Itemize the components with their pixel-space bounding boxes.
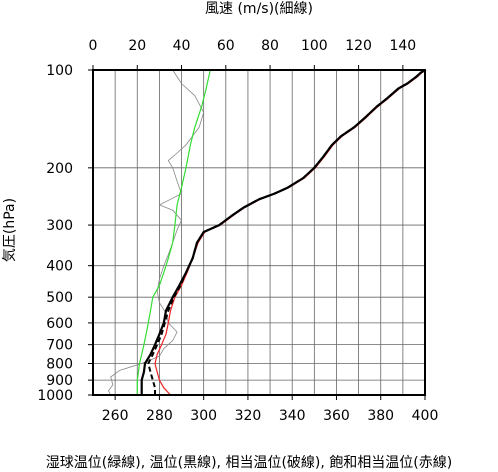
x-tick-label: 260 xyxy=(102,408,129,424)
x2-tick-label: 0 xyxy=(89,38,98,54)
x-tick-label: 360 xyxy=(323,408,350,424)
x2-tick-label: 140 xyxy=(389,38,416,54)
x-tick-label: 400 xyxy=(412,408,439,424)
x2-tick-label: 100 xyxy=(301,38,328,54)
x-axis-ticks: 260 280 300 320 340 360 380 400 xyxy=(102,395,439,424)
series-theta-e-line xyxy=(147,69,426,395)
series-theta-line xyxy=(140,69,426,395)
y-tick-label: 900 xyxy=(46,373,73,389)
series-theta-es-line xyxy=(154,69,427,396)
x2-tick-label: 60 xyxy=(217,38,235,54)
y-tick-label: 400 xyxy=(46,259,73,275)
x-tick-label: 380 xyxy=(367,408,394,424)
y-tick-label: 300 xyxy=(46,218,73,234)
series-wet-bulb-line xyxy=(136,69,211,395)
y-tick-label: 700 xyxy=(46,338,73,354)
x-tick-label: 280 xyxy=(146,408,173,424)
x2-axis-title: 風速 (m/s)(細線) xyxy=(205,1,313,17)
plot-frame xyxy=(92,69,426,396)
y-tick-label: 1000 xyxy=(37,388,73,404)
x-tick-label: 340 xyxy=(279,408,306,424)
x2-tick-label: 40 xyxy=(173,38,191,54)
y-tick-label: 500 xyxy=(46,290,73,306)
x2-tick-label: 80 xyxy=(261,38,279,54)
x2-tick-label: 120 xyxy=(345,38,372,54)
plot-lines xyxy=(108,69,427,396)
y-tick-label: 200 xyxy=(46,161,73,177)
x2-tick-label: 20 xyxy=(128,38,146,54)
x2-axis-ticks: 0 20 40 60 80 100 120 140 xyxy=(89,38,416,70)
x-tick-label: 300 xyxy=(190,408,217,424)
x-tick-label: 320 xyxy=(235,408,262,424)
y-tick-label: 600 xyxy=(46,316,73,332)
y-axis-title: 気圧(hPa) xyxy=(2,198,18,262)
grid-lines xyxy=(92,69,426,396)
y-tick-label: 100 xyxy=(46,63,73,79)
x-axis-title: 湿球温位(緑線), 温位(黒線), 相当温位(破線), 飽和相当温位(赤線) xyxy=(46,454,452,471)
y-tick-label: 800 xyxy=(46,357,73,373)
